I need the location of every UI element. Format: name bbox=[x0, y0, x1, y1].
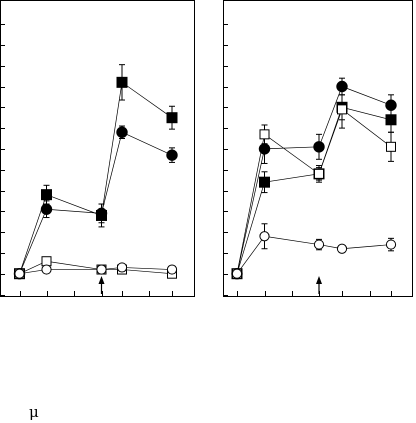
data-point-filled-circle bbox=[336, 80, 348, 93]
data-point-open-square bbox=[337, 104, 347, 115]
data-point-open-circle bbox=[259, 231, 270, 242]
data-point-open-square bbox=[259, 129, 270, 140]
data-point-filled-circle bbox=[313, 141, 325, 153]
data-point-open-circle bbox=[41, 264, 52, 275]
plot-frame bbox=[223, 0, 413, 297]
data-point-filled-circle bbox=[116, 126, 128, 138]
right-panel bbox=[223, 0, 413, 297]
mu-symbol: μ bbox=[29, 403, 39, 421]
data-point-filled-square bbox=[259, 176, 270, 188]
data-point-filled-square bbox=[166, 112, 178, 124]
data-point-filled-circle bbox=[258, 143, 271, 155]
data-point-open-circle bbox=[336, 243, 348, 254]
data-point-filled-square bbox=[41, 189, 52, 201]
data-point-filled-square bbox=[385, 114, 397, 126]
data-point-filled-circle bbox=[95, 207, 108, 220]
data-point-open-circle bbox=[385, 239, 397, 250]
data-point-open-square bbox=[386, 141, 396, 152]
data-point-open-circle bbox=[166, 264, 178, 275]
data-point-filled-square bbox=[116, 76, 128, 88]
data-point-open-square bbox=[314, 168, 324, 179]
data-point-filled-circle bbox=[40, 203, 53, 215]
data-point-open-circle bbox=[96, 264, 107, 275]
arrow-head bbox=[316, 276, 322, 284]
data-point-open-square bbox=[41, 256, 52, 267]
data-point-open-circle bbox=[231, 268, 243, 279]
plot-frame bbox=[0, 0, 195, 297]
data-point-open-circle bbox=[313, 239, 325, 250]
arrow-head bbox=[98, 276, 105, 284]
series-line-open-circle bbox=[236, 235, 392, 274]
series-line-filled-circle bbox=[19, 131, 173, 274]
data-point-open-circle bbox=[116, 262, 128, 273]
left-panel bbox=[0, 0, 195, 297]
series-line-filled-square bbox=[19, 81, 173, 274]
data-point-filled-circle bbox=[166, 149, 178, 161]
data-point-open-circle bbox=[14, 268, 25, 279]
data-point-filled-circle bbox=[385, 99, 397, 111]
